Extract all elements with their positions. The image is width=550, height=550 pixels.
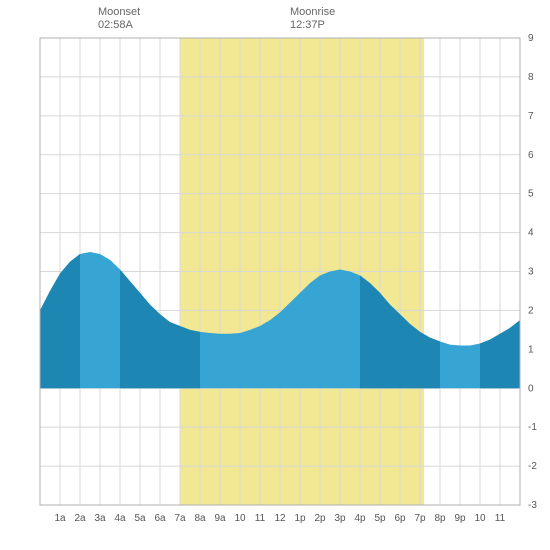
x-tick-label: 3a xyxy=(94,513,106,524)
x-tick-label: 6a xyxy=(154,513,166,524)
y-tick-label: 4 xyxy=(528,228,534,239)
x-tick-label: 10 xyxy=(234,513,246,524)
x-tick-label: 8a xyxy=(194,513,206,524)
y-tick-label: -3 xyxy=(528,500,537,511)
x-tick-label: 4a xyxy=(114,513,126,524)
moonset-title: Moonset xyxy=(98,6,140,19)
moonrise-label: Moonrise 12:37P xyxy=(290,6,335,32)
x-tick-label: 4p xyxy=(354,513,366,524)
x-tick-label: 2p xyxy=(314,513,326,524)
x-tick-label: 5p xyxy=(374,513,386,524)
x-tick-label: 2a xyxy=(74,513,86,524)
moonrise-time: 12:37P xyxy=(290,19,335,32)
x-tick-label: 8p xyxy=(434,513,446,524)
y-tick-label: 5 xyxy=(528,189,534,200)
y-tick-label: 9 xyxy=(528,33,534,44)
y-tick-label: 7 xyxy=(528,111,534,122)
x-tick-label: 9a xyxy=(214,513,226,524)
x-tick-label: 12 xyxy=(274,513,286,524)
x-tick-label: 3p xyxy=(334,513,346,524)
x-tick-label: 7p xyxy=(414,513,426,524)
x-tick-label: 10 xyxy=(474,513,486,524)
moonset-time: 02:58A xyxy=(98,19,140,32)
y-tick-label: -1 xyxy=(528,422,537,433)
chart-svg: 1a2a3a4a5a6a7a8a9a1011121p2p3p4p5p6p7p8p… xyxy=(0,0,550,550)
y-tick-label: 8 xyxy=(528,72,534,83)
x-tick-label: 6p xyxy=(394,513,406,524)
x-tick-label: 9p xyxy=(454,513,466,524)
x-tick-label: 11 xyxy=(255,513,266,524)
x-tick-label: 7a xyxy=(174,513,186,524)
y-tick-label: 1 xyxy=(528,344,534,355)
x-tick-label: 1p xyxy=(294,513,306,524)
moonset-label: Moonset 02:58A xyxy=(98,6,140,32)
moonrise-title: Moonrise xyxy=(290,6,335,19)
y-tick-label: 2 xyxy=(528,305,534,316)
tide-chart: Moonset 02:58A Moonrise 12:37P 1a 2a 3a 4a 5… xyxy=(0,0,550,550)
x-tick-label: 1a xyxy=(54,513,66,524)
y-tick-label: 0 xyxy=(528,383,534,394)
y-tick-label: 6 xyxy=(528,150,534,161)
x-tick-label: 11 xyxy=(495,513,506,524)
x-tick-label: 5a xyxy=(134,513,146,524)
y-tick-label: 3 xyxy=(528,267,534,278)
y-tick-label: -2 xyxy=(528,461,537,472)
